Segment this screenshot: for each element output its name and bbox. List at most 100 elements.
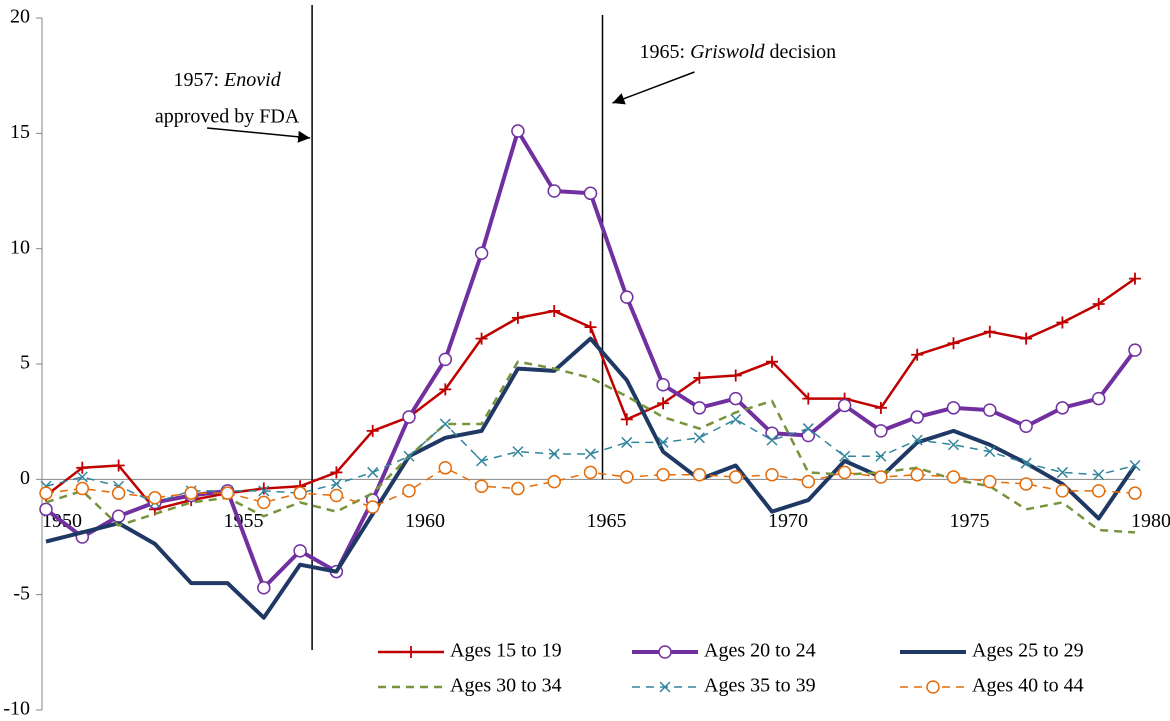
- point: [438, 461, 453, 475]
- point: [584, 321, 597, 334]
- point: [657, 397, 670, 410]
- annotation-arrow: [207, 127, 311, 143]
- annotation-arrow: [612, 71, 695, 105]
- point: [946, 401, 961, 415]
- annotation-text: 1957: Enovid: [173, 69, 281, 91]
- x-tick-label: 1965: [587, 510, 627, 532]
- point: [329, 488, 344, 503]
- y-tick-label: 0: [20, 467, 30, 489]
- y-tick-label: 15: [10, 121, 30, 143]
- point: [728, 470, 743, 484]
- point: [765, 467, 779, 482]
- point: [330, 466, 343, 479]
- series: [45, 336, 1137, 620]
- point: [257, 580, 271, 595]
- x-tick-label: 1970: [768, 510, 808, 532]
- point: [220, 486, 235, 500]
- point: [548, 304, 561, 317]
- y-tick-label: 5: [20, 352, 30, 374]
- series: [39, 461, 1142, 514]
- point: [76, 461, 89, 474]
- point: [257, 495, 271, 510]
- point: [148, 491, 162, 505]
- point: [476, 455, 488, 467]
- point: [257, 482, 270, 495]
- point: [911, 434, 923, 446]
- point: [947, 337, 960, 350]
- point: [874, 470, 888, 484]
- point: [547, 474, 561, 489]
- annotation-italic: Griswold: [690, 41, 765, 63]
- point: [184, 486, 198, 500]
- point: [39, 486, 53, 500]
- point: [111, 486, 126, 500]
- point: [656, 467, 670, 482]
- point: [365, 500, 380, 514]
- point: [548, 448, 560, 460]
- point: [875, 450, 887, 462]
- point: [75, 481, 90, 496]
- legend-marker: [405, 646, 417, 658]
- series-line: [45, 336, 1137, 620]
- legend-label: Ages 40 to 44: [972, 675, 1084, 697]
- point: [983, 474, 997, 489]
- point: [874, 401, 887, 414]
- point: [583, 465, 598, 480]
- legend-marker: [926, 680, 940, 694]
- point: [874, 424, 888, 438]
- point: [512, 446, 524, 458]
- legend-marker: [659, 681, 671, 693]
- point: [439, 383, 452, 396]
- point: [1019, 419, 1033, 434]
- point: [730, 413, 742, 425]
- point: [547, 184, 561, 198]
- point: [947, 439, 960, 451]
- y-tick-label: 20: [10, 6, 30, 28]
- series: [45, 360, 1136, 534]
- point: [839, 450, 851, 462]
- point: [258, 485, 270, 497]
- point: [39, 502, 53, 517]
- point: [111, 509, 126, 523]
- x-tick-label: 1975: [950, 510, 990, 532]
- point: [438, 352, 453, 367]
- point: [1091, 484, 1106, 498]
- point: [1129, 272, 1141, 285]
- point: [583, 186, 598, 201]
- legend-label: Ages 35 to 39: [704, 675, 816, 697]
- series-line: [45, 360, 1136, 534]
- point: [983, 325, 996, 338]
- point: [620, 470, 634, 484]
- point: [656, 378, 670, 392]
- x-tick-label: 1980: [1131, 510, 1170, 532]
- point: [584, 448, 597, 460]
- point: [511, 311, 524, 324]
- point: [76, 471, 88, 483]
- point: [1129, 459, 1141, 472]
- point: [801, 474, 816, 489]
- point: [439, 418, 451, 430]
- annotation-suffix: decision: [765, 41, 837, 63]
- point: [1055, 401, 1070, 415]
- y-tick-label: 10: [10, 236, 30, 258]
- series-line: [45, 418, 1136, 504]
- point: [112, 459, 125, 472]
- point: [766, 355, 778, 368]
- point: [983, 403, 997, 417]
- legend-label: Ages 30 to 34: [450, 675, 562, 697]
- x-tick-label: 1960: [405, 510, 445, 532]
- y-tick-label: -5: [13, 582, 30, 604]
- point: [474, 479, 489, 494]
- point: [475, 332, 488, 345]
- point: [1055, 484, 1070, 498]
- annotation-prefix: 1965:: [640, 41, 691, 63]
- point: [1020, 332, 1033, 345]
- point: [366, 424, 379, 437]
- point: [801, 428, 816, 443]
- point: [802, 423, 814, 435]
- point: [910, 467, 924, 482]
- point: [511, 124, 525, 138]
- legend-label: Ages 20 to 24: [704, 640, 816, 662]
- point: [693, 432, 705, 444]
